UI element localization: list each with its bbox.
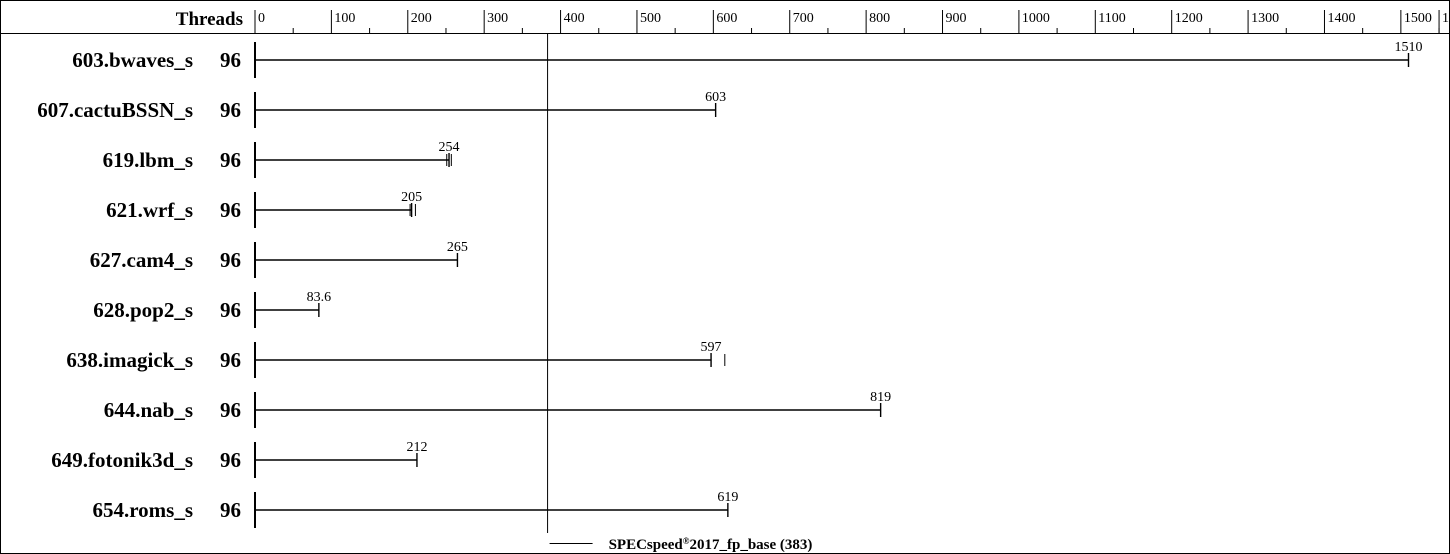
benchmark-label: 638.imagick_s (66, 348, 193, 372)
value-label: 212 (406, 440, 427, 455)
benchmark-label: 603.bwaves_s (72, 48, 193, 72)
threads-value: 96 (220, 498, 241, 522)
bar-row: 603.bwaves_s 96 1510 (72, 40, 1423, 78)
threads-value: 96 (220, 398, 241, 422)
tick-label: 500 (640, 11, 661, 26)
bars-group: 603.bwaves_s 96 1510 607.cactuBSSN_s 96 603 61… (37, 40, 1423, 528)
value-label: 83.6 (307, 290, 332, 305)
value-label: 619 (717, 490, 738, 505)
tick-label: 1100 (1098, 11, 1125, 26)
reference-group: SPECspeed®2017_fp_base (383) (547, 34, 813, 553)
tick-label: 600 (716, 11, 737, 26)
tick-label: 800 (869, 11, 890, 26)
threads-value: 96 (220, 248, 241, 272)
threads-value: 96 (220, 48, 241, 72)
benchmark-label: 628.pop2_s (93, 298, 193, 322)
bar-row: 628.pop2_s 96 83.6 (93, 290, 331, 328)
benchmark-label: 607.cactuBSSN_s (37, 98, 193, 122)
threads-value: 96 (220, 198, 241, 222)
benchmark-label: 654.roms_s (92, 498, 193, 522)
bar-row: 607.cactuBSSN_s 96 603 (37, 90, 726, 128)
threads-value: 96 (220, 348, 241, 372)
legend-label-rest: 2017_fp_base (383) (689, 537, 812, 553)
threads-value: 96 (220, 98, 241, 122)
legend-label-main: SPECspeed (609, 537, 684, 553)
value-label: 265 (447, 240, 468, 255)
value-label: 254 (439, 140, 460, 155)
tick-label: 1550 (1442, 11, 1450, 26)
value-label: 819 (870, 390, 891, 405)
tick-label: 200 (411, 11, 432, 26)
tick-label: 700 (793, 11, 814, 26)
legend-label: SPECspeed®2017_fp_base (383) (609, 536, 813, 553)
tick-label: 400 (564, 11, 585, 26)
threads-value: 96 (220, 148, 241, 172)
value-label: 597 (701, 340, 722, 355)
x-axis: 0 100 200 300 400 500 600 700 800 900 1000 1100 1200… (254, 10, 1450, 33)
bar-row: 627.cam4_s 96 265 (90, 240, 468, 278)
benchmark-label: 649.fotonik3d_s (51, 448, 193, 472)
value-label: 1510 (1395, 40, 1423, 55)
threads-value: 96 (220, 448, 241, 472)
bar-row: 654.roms_s 96 619 (92, 490, 738, 528)
benchmark-label: 644.nab_s (104, 398, 193, 422)
bar-row: 621.wrf_s 96 205 (106, 190, 422, 228)
benchmark-label: 621.wrf_s (106, 198, 193, 222)
value-label: 603 (705, 90, 726, 105)
tick-label: 1300 (1251, 11, 1279, 26)
bar-row: 644.nab_s 96 819 (104, 390, 891, 428)
bar-row: 649.fotonik3d_s 96 212 (51, 440, 427, 478)
legend-label-registered: ® (683, 536, 690, 546)
tick-label: 1500 (1404, 11, 1432, 26)
benchmark-label: 627.cam4_s (90, 248, 193, 272)
tick-label: 0 (258, 11, 265, 26)
tick-label: 100 (334, 11, 355, 26)
threads-header: Threads (176, 9, 243, 30)
tick-label: 900 (946, 11, 967, 26)
bar-row: 638.imagick_s 96 597 (66, 340, 726, 378)
tick-label: 1000 (1022, 11, 1050, 26)
tick-label: 1400 (1327, 11, 1355, 26)
threads-value: 96 (220, 298, 241, 322)
tick-label: 300 (487, 11, 508, 26)
bar-row: 619.lbm_s 96 254 (103, 140, 460, 178)
benchmark-label: 619.lbm_s (103, 148, 193, 172)
tick-label: 1200 (1175, 11, 1203, 26)
value-label: 205 (401, 190, 422, 205)
